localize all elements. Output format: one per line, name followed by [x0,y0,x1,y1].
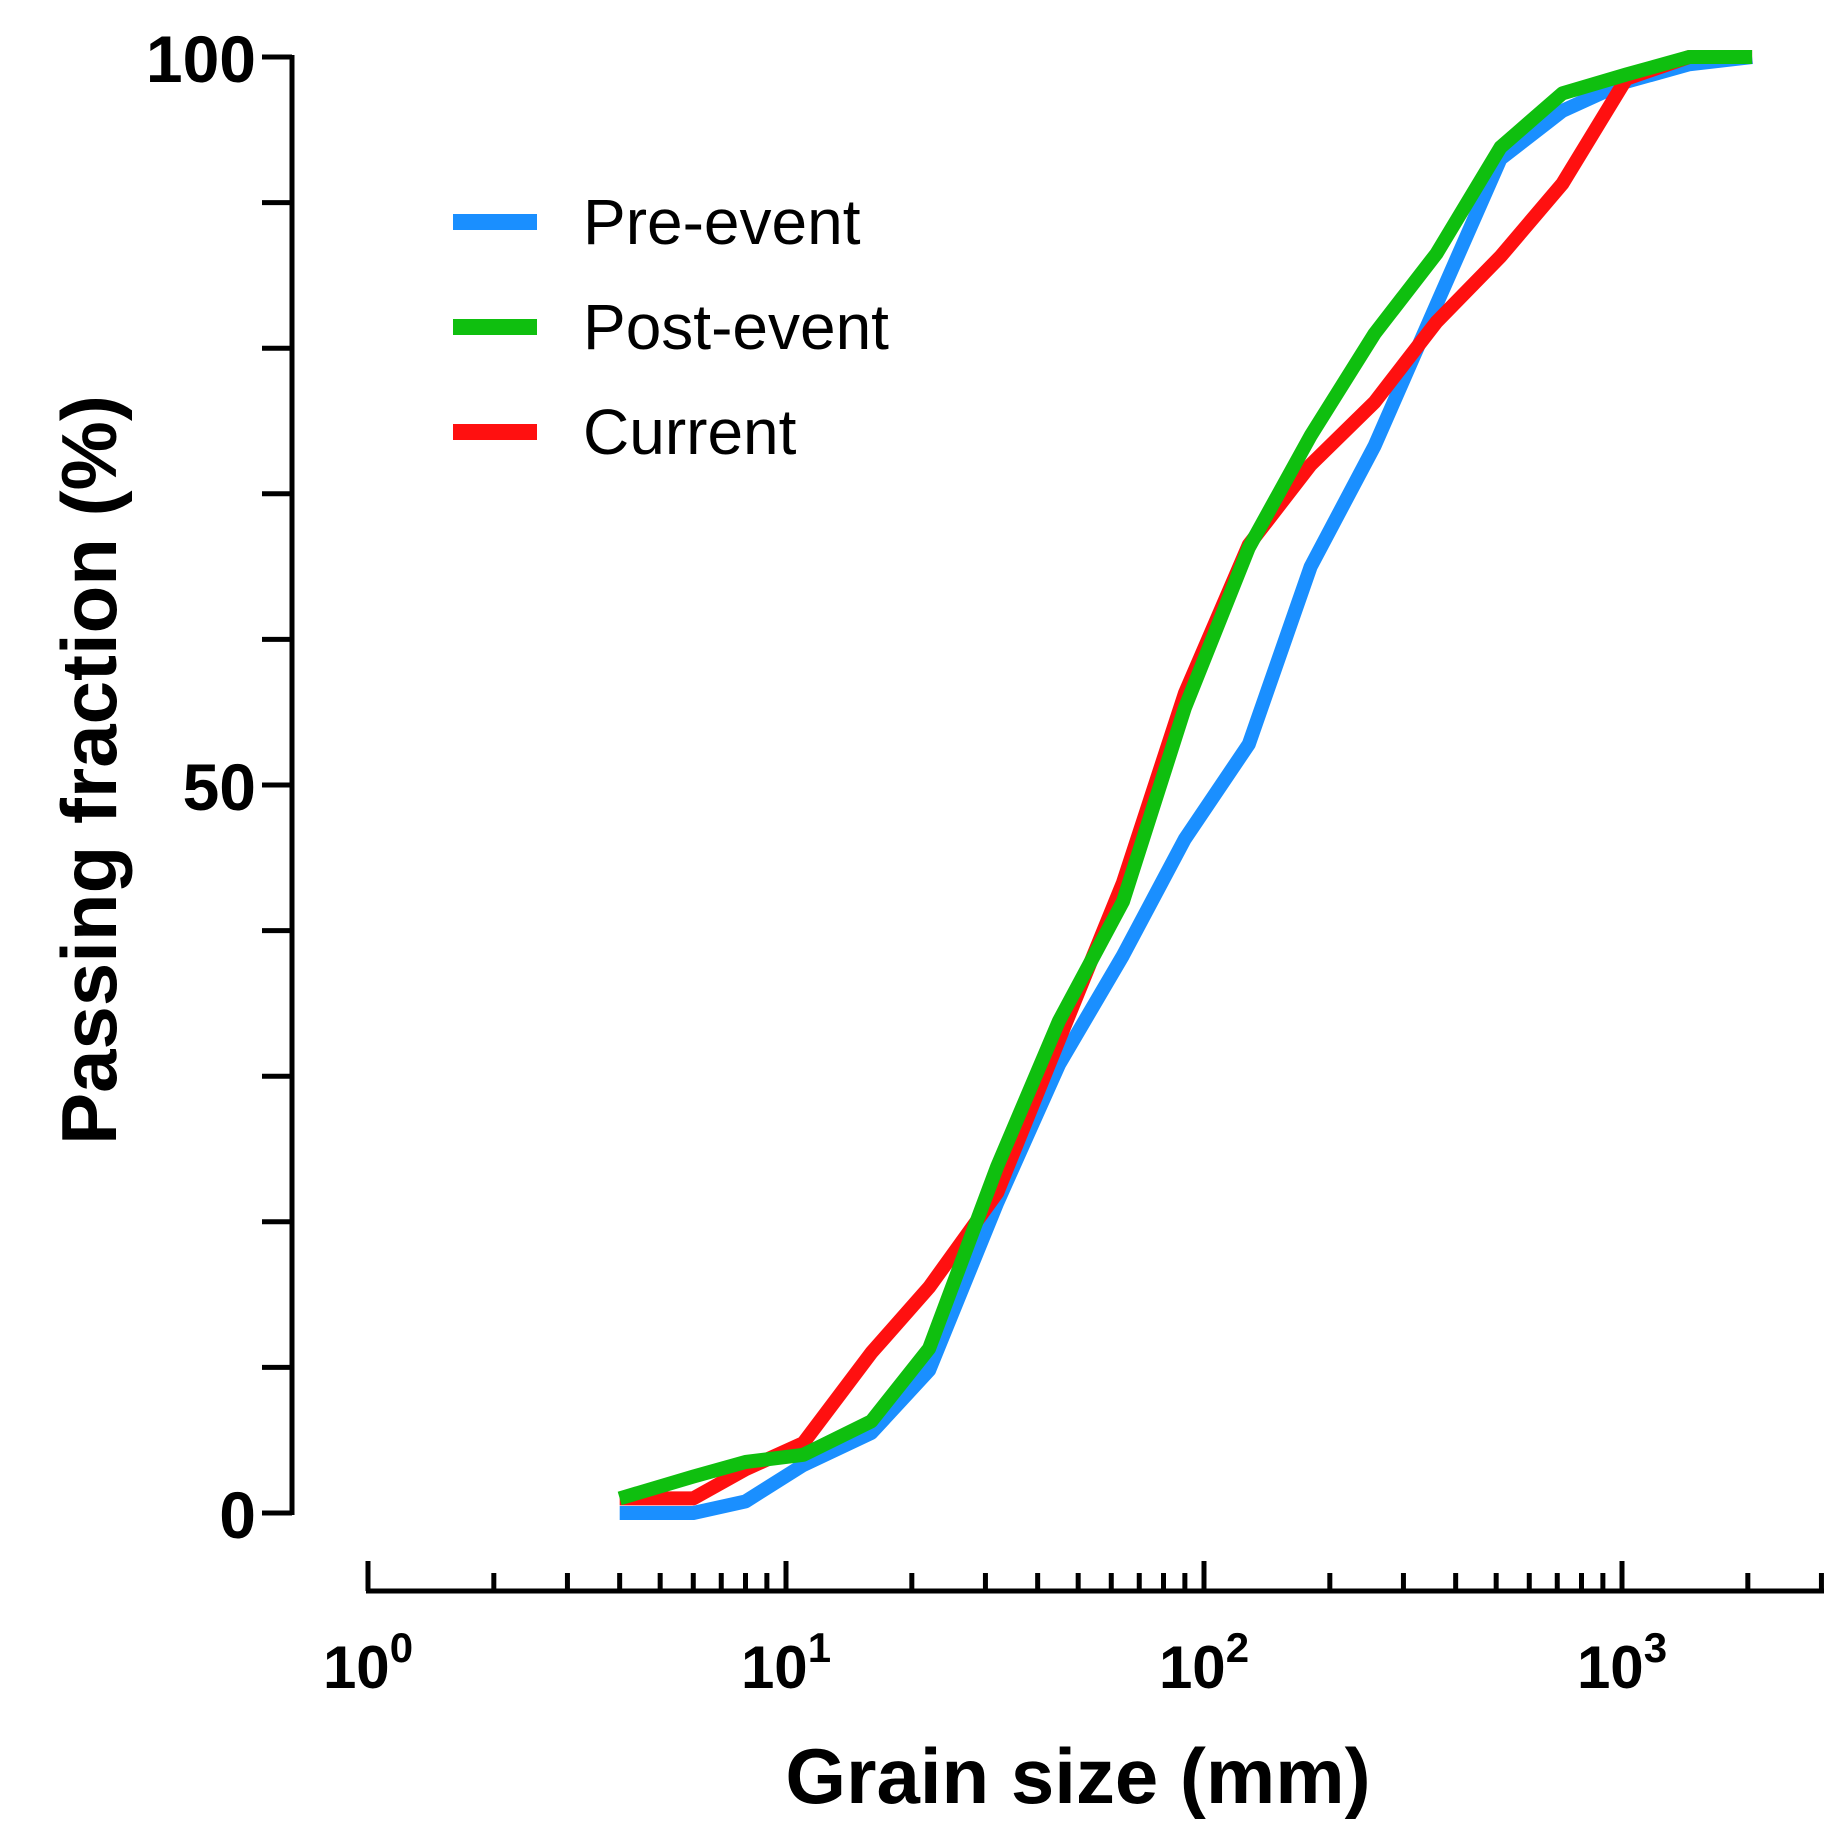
series-line-pre-event [619,50,1753,1520]
x-tick-label: 100 [323,1624,413,1701]
y-tick-label: 50 [183,750,256,824]
series-layer [617,50,1753,1520]
legend-label: Current [583,396,797,468]
x-tick-label: 103 [1577,1624,1667,1701]
x-axis-title: Grain size (mm) [785,1732,1370,1820]
y-tick-label: 100 [146,22,256,96]
series-line-post-event [617,50,1753,1506]
series-line-current [619,50,1753,1506]
legend-label: Post-event [583,291,889,363]
y-axis-ticks: 0 50 100 [146,22,292,1552]
legend: Pre-event Post-event Current [453,186,889,468]
y-axis-title: Passing fraction (%) [45,395,133,1145]
x-axis-ticks: 100 101 102 103 [323,1561,1824,1701]
x-tick-label: 101 [741,1624,831,1701]
legend-label: Pre-event [583,186,861,258]
y-tick-label: 0 [219,1478,256,1552]
x-tick-label: 102 [1159,1624,1249,1701]
